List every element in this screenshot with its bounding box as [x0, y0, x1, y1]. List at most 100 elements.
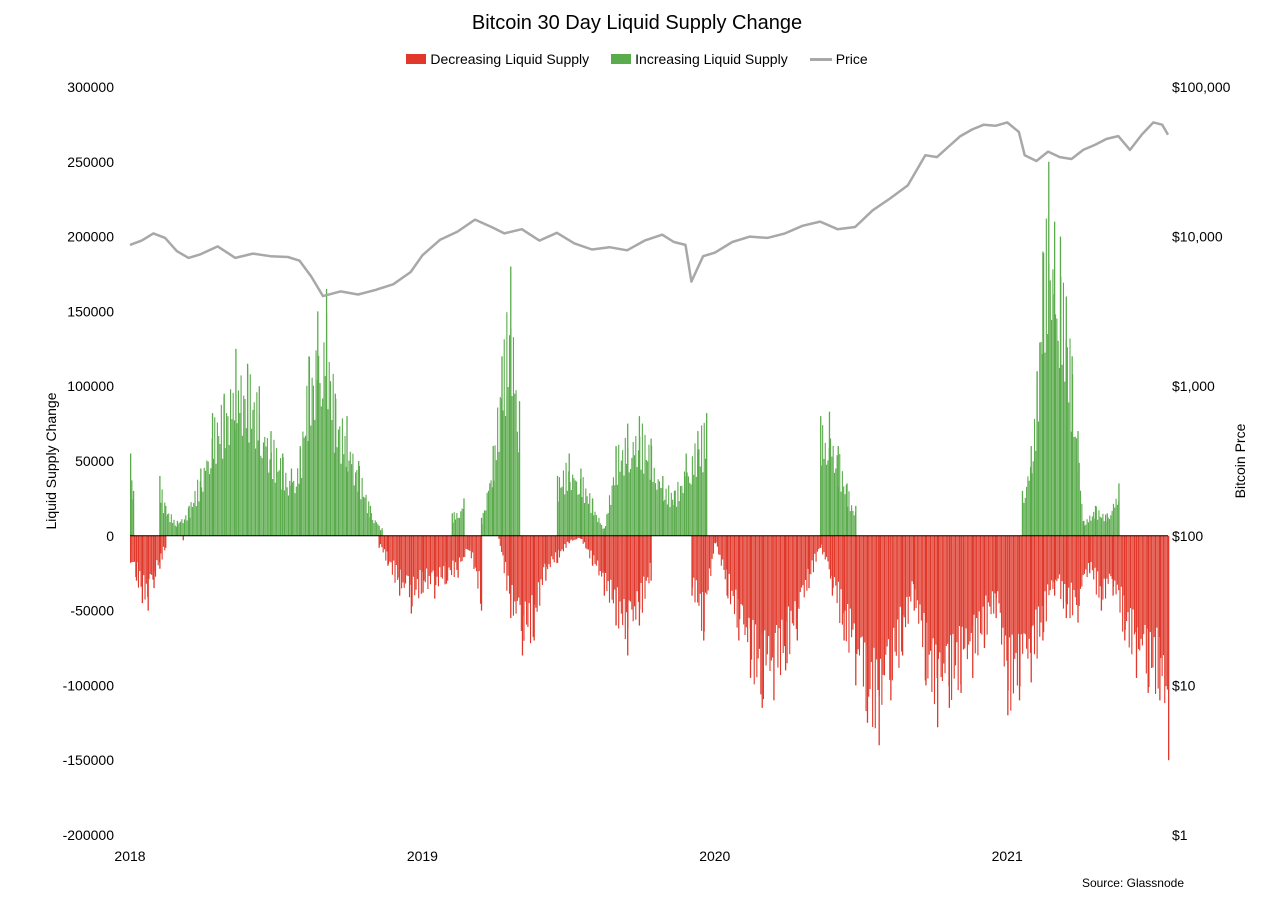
decreasing-bar — [1161, 535, 1163, 677]
increasing-bar — [590, 512, 592, 536]
decreasing-bar — [473, 535, 475, 570]
increasing-bar — [279, 458, 282, 536]
decreasing-bar — [810, 535, 812, 575]
decreasing-bar — [753, 535, 755, 685]
decreasing-bar — [953, 535, 955, 679]
decreasing-bar — [561, 535, 563, 550]
decreasing-bar — [895, 535, 897, 656]
decreasing-bar — [602, 535, 604, 573]
decreasing-bar — [772, 535, 774, 658]
decreasing-bar — [714, 535, 717, 544]
y-tick-label: 200000 — [67, 229, 114, 245]
increasing-bar — [641, 423, 643, 536]
increasing-bar — [824, 442, 826, 536]
decreasing-bar — [978, 535, 980, 612]
increasing-bar — [364, 497, 366, 536]
increasing-bar — [483, 510, 486, 536]
decreasing-bar — [401, 535, 403, 589]
decreasing-bar — [866, 535, 869, 723]
increasing-bar — [235, 348, 237, 536]
legend-swatch-decreasing — [406, 54, 427, 64]
decreasing-bar — [937, 535, 939, 728]
increasing-bar — [687, 476, 689, 536]
decreasing-bar — [783, 535, 786, 647]
decreasing-bar — [612, 535, 614, 604]
decreasing-bar — [732, 535, 734, 596]
decreasing-bar — [1029, 535, 1032, 653]
increasing-bar — [1059, 236, 1062, 536]
decreasing-bar — [478, 535, 480, 572]
decreasing-bar — [710, 535, 712, 577]
increasing-bar — [685, 453, 687, 536]
decreasing-bar — [511, 535, 513, 586]
increasing-bar — [1083, 520, 1085, 536]
increasing-bar — [827, 460, 829, 536]
decreasing-bar — [553, 535, 555, 563]
increasing-bar — [131, 480, 133, 536]
decreasing-bar — [527, 535, 529, 628]
decreasing-bar — [956, 535, 958, 643]
decreasing-bar — [718, 535, 720, 555]
decreasing-bar — [448, 535, 450, 568]
decreasing-bar — [1022, 535, 1024, 654]
increasing-bar — [506, 312, 508, 536]
increasing-bar — [1112, 503, 1114, 536]
decreasing-bar — [910, 535, 912, 602]
decreasing-bar — [774, 535, 776, 633]
decreasing-bar — [915, 535, 917, 609]
decreasing-bar — [1035, 535, 1037, 610]
decreasing-bar — [1131, 535, 1133, 655]
y2-tick-label: $1,000 — [1172, 378, 1215, 394]
decreasing-bar — [1069, 535, 1071, 619]
decreasing-bar — [918, 535, 920, 624]
decreasing-bar — [543, 535, 545, 568]
increasing-bar — [661, 488, 663, 536]
decreasing-bar — [703, 535, 705, 641]
decreasing-bar — [1112, 535, 1114, 596]
decreasing-bar — [920, 535, 922, 621]
decreasing-bar — [165, 535, 167, 548]
increasing-bar — [597, 521, 599, 536]
decreasing-bar — [569, 535, 571, 541]
decreasing-bar — [501, 535, 503, 552]
increasing-bar — [349, 451, 351, 536]
decreasing-bar — [1018, 535, 1020, 634]
increasing-bar — [604, 525, 607, 536]
decreasing-bar — [1070, 535, 1072, 583]
decreasing-bar — [707, 535, 709, 591]
decreasing-bar — [479, 535, 482, 604]
y-tick-label: -200000 — [63, 827, 115, 843]
decreasing-bar — [845, 535, 847, 642]
decreasing-bar — [1126, 535, 1128, 622]
decreasing-bar — [766, 535, 768, 655]
decreasing-bar — [723, 535, 725, 570]
decreasing-bar — [1102, 535, 1104, 600]
decreasing-bar — [862, 535, 864, 687]
decreasing-bar — [152, 535, 154, 580]
decreasing-bar — [991, 535, 993, 592]
increasing-bar — [381, 528, 383, 536]
decreasing-bar — [835, 535, 837, 586]
decreasing-bar — [624, 535, 626, 640]
increasing-bar — [1097, 519, 1099, 536]
decreasing-bar — [949, 535, 951, 636]
increasing-bar — [636, 467, 638, 536]
increasing-bar — [297, 468, 299, 536]
increasing-bar — [622, 450, 624, 536]
increasing-bar — [248, 442, 250, 536]
y-axis-label: Liquid Supply Change — [43, 392, 59, 529]
decreasing-bar — [791, 535, 793, 624]
decreasing-bar — [514, 535, 516, 602]
decreasing-bar — [745, 535, 747, 628]
decreasing-bar — [1119, 535, 1121, 613]
decreasing-bar — [1023, 535, 1025, 634]
increasing-bar — [322, 398, 324, 536]
decreasing-bar — [589, 535, 591, 559]
increasing-bar — [1118, 483, 1120, 536]
increasing-bar — [561, 486, 563, 536]
increasing-bar — [568, 453, 570, 536]
decreasing-bar — [1120, 535, 1122, 587]
decreasing-bar — [811, 535, 813, 561]
decreasing-bar — [857, 535, 859, 650]
decreasing-bar — [462, 535, 464, 558]
